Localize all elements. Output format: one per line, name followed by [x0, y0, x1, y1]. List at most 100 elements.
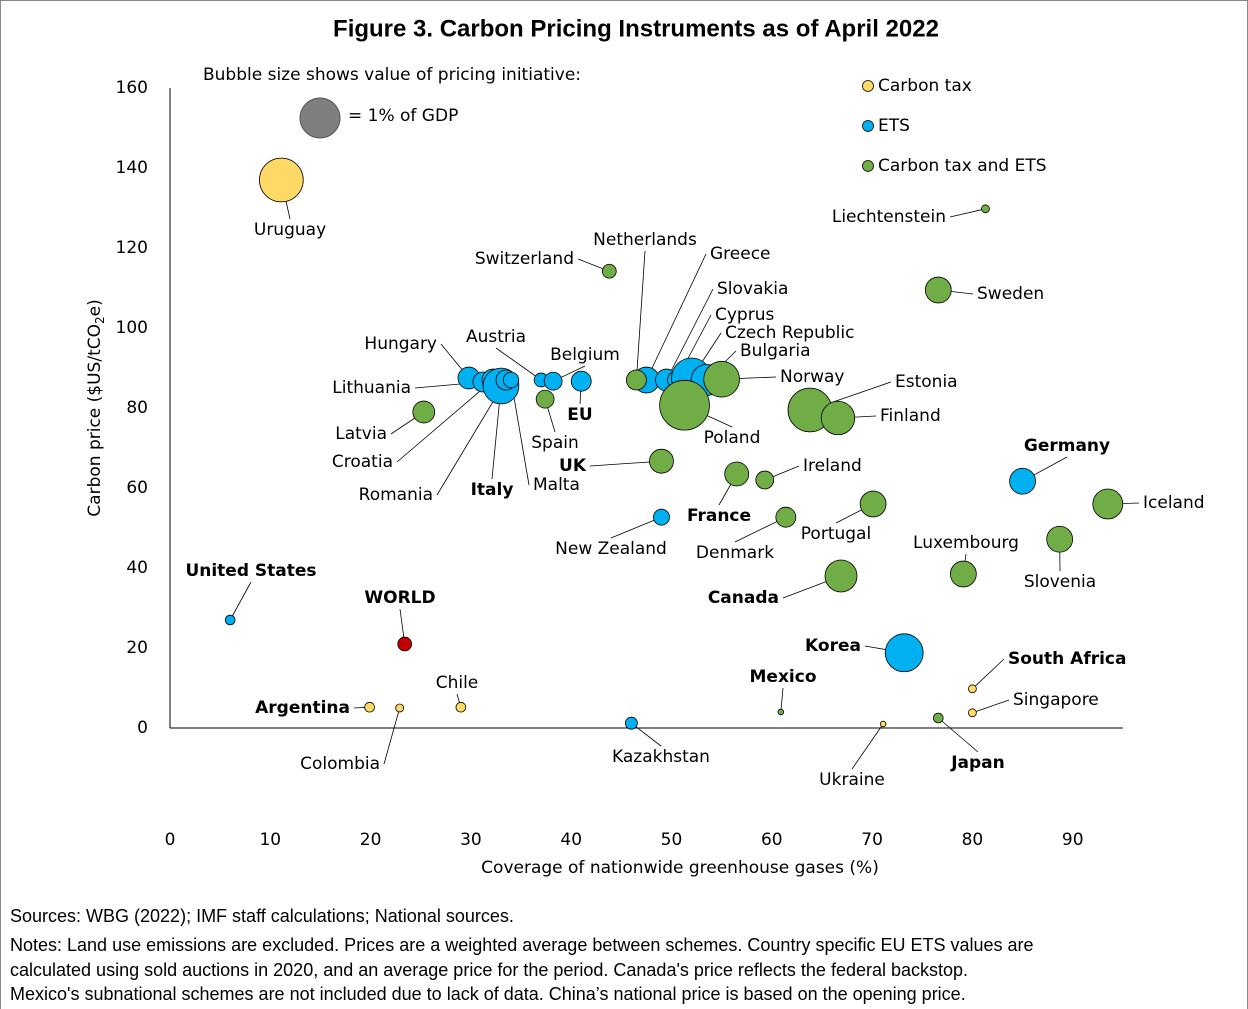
bubble-label: Portugal [801, 524, 871, 544]
bubble [224, 614, 236, 626]
bubble-label: Spain [531, 433, 579, 453]
bubble [924, 276, 952, 304]
bubble [624, 716, 638, 730]
bubble-label: Luxembourg [913, 533, 1019, 553]
leader-line [780, 687, 784, 713]
bubble-label: Mexico [750, 667, 817, 687]
leader-line [495, 347, 542, 381]
x-tick-label: 60 [761, 830, 783, 850]
bubble [649, 448, 674, 474]
x-tick-label: 80 [962, 830, 984, 850]
x-tick-label: 50 [661, 830, 683, 850]
x-tick-label: 90 [1062, 830, 1084, 850]
bubble [601, 263, 617, 279]
y-tick-label: 100 [116, 318, 148, 338]
bubble-label: Norway [780, 367, 845, 387]
bubble-label: Latvia [335, 424, 387, 444]
notes-line: calculated using sold auctions in 2020, … [10, 960, 968, 980]
leader-line [949, 208, 986, 218]
bubble [820, 400, 856, 436]
bubble-label: Switzerland [475, 249, 574, 269]
bubble-label: Chile [436, 673, 479, 693]
y-axis-label-part: e) [85, 299, 105, 316]
bubble [703, 360, 740, 398]
y-axis-label: Carbon price ($US/tCO2e) [85, 299, 107, 516]
bubble-label: WORLD [364, 588, 435, 608]
x-tick-label: 70 [861, 830, 883, 850]
bubble-label: Kazakhstan [612, 747, 710, 767]
bubble-label: Denmark [696, 543, 774, 563]
bubble [775, 506, 797, 528]
notes-line: Notes: Land use emissions are excluded. … [10, 935, 1034, 955]
bubble-label: Poland [704, 428, 761, 448]
bubble [777, 708, 785, 716]
bubble [932, 712, 944, 724]
bubble [824, 559, 858, 593]
bubble [625, 369, 647, 391]
bubble-label: EU [567, 405, 592, 425]
legend-swatch [862, 160, 874, 172]
bubble-label: Netherlands [593, 230, 697, 250]
bubble [1009, 467, 1036, 495]
bubble-label: Colombia [300, 754, 380, 774]
notes-line: Mexico's subnational schemes are not inc… [10, 984, 966, 1004]
size-note: Bubble size shows value of pricing initi… [203, 65, 581, 85]
leader-line [646, 253, 707, 381]
y-tick-label: 160 [116, 78, 148, 98]
y-tick-label: 120 [116, 238, 148, 258]
bubble-label: Romania [359, 485, 433, 505]
bubble [968, 708, 977, 718]
leader-line [635, 250, 646, 381]
bubble [724, 461, 750, 487]
bubble-label: Liechtenstein [832, 207, 946, 227]
x-tick-label: 30 [460, 830, 482, 850]
bubble [395, 703, 405, 713]
legend-swatch [862, 120, 874, 132]
bubble [570, 370, 592, 392]
bubble-label: Belgium [550, 345, 620, 365]
y-tick-label: 140 [116, 158, 148, 178]
bubble [859, 490, 887, 518]
bubble-label: Uruguay [254, 220, 326, 240]
bubble-label: Cyprus [715, 305, 774, 325]
x-axis-label: Coverage of nationwide greenhouse gases … [481, 858, 879, 878]
bubble [364, 701, 375, 713]
leader-line [938, 717, 979, 753]
bubble [879, 720, 887, 728]
bubble-label: Malta [533, 475, 580, 495]
bubble [1046, 525, 1074, 553]
y-tick-label: 0 [137, 718, 148, 738]
bubble [502, 371, 520, 389]
bubble [397, 636, 413, 652]
bubble-label: Iceland [1143, 493, 1205, 513]
y-tick-label: 20 [126, 638, 148, 658]
bubble [1092, 488, 1124, 520]
size-legend-label: = 1% of GDP [348, 106, 458, 126]
bubble [968, 684, 977, 694]
leader-line [383, 707, 401, 765]
leader-line [610, 516, 662, 539]
bubble-label: Croatia [332, 452, 393, 472]
bubble-label: Argentina [255, 698, 350, 718]
x-tick-label: 40 [560, 830, 582, 850]
y-tick-label: 40 [126, 558, 148, 578]
legend-label: Carbon tax [878, 76, 972, 96]
sources: Sources: WBG (2022); IMF staff calculati… [10, 906, 514, 926]
bubble [412, 400, 436, 424]
legend-swatch [862, 80, 874, 92]
bubble [455, 701, 467, 713]
bubble-label: Lithuania [332, 378, 411, 398]
bubble-label: New Zealand [555, 539, 667, 559]
x-tick-label: 20 [360, 830, 382, 850]
leader-line [972, 658, 1005, 690]
y-tick-label: 80 [126, 398, 148, 418]
y-tick-label: 60 [126, 478, 148, 498]
bubble-label: UK [559, 456, 587, 476]
bubble-label: Estonia [895, 372, 958, 392]
leader-line [229, 581, 252, 621]
legend-label: ETS [878, 116, 910, 136]
bubble-label: South Africa [1008, 649, 1127, 669]
bubble-label: France [687, 506, 751, 526]
bubble-label: Slovakia [717, 279, 788, 299]
bubble-label: Germany [1024, 436, 1110, 456]
